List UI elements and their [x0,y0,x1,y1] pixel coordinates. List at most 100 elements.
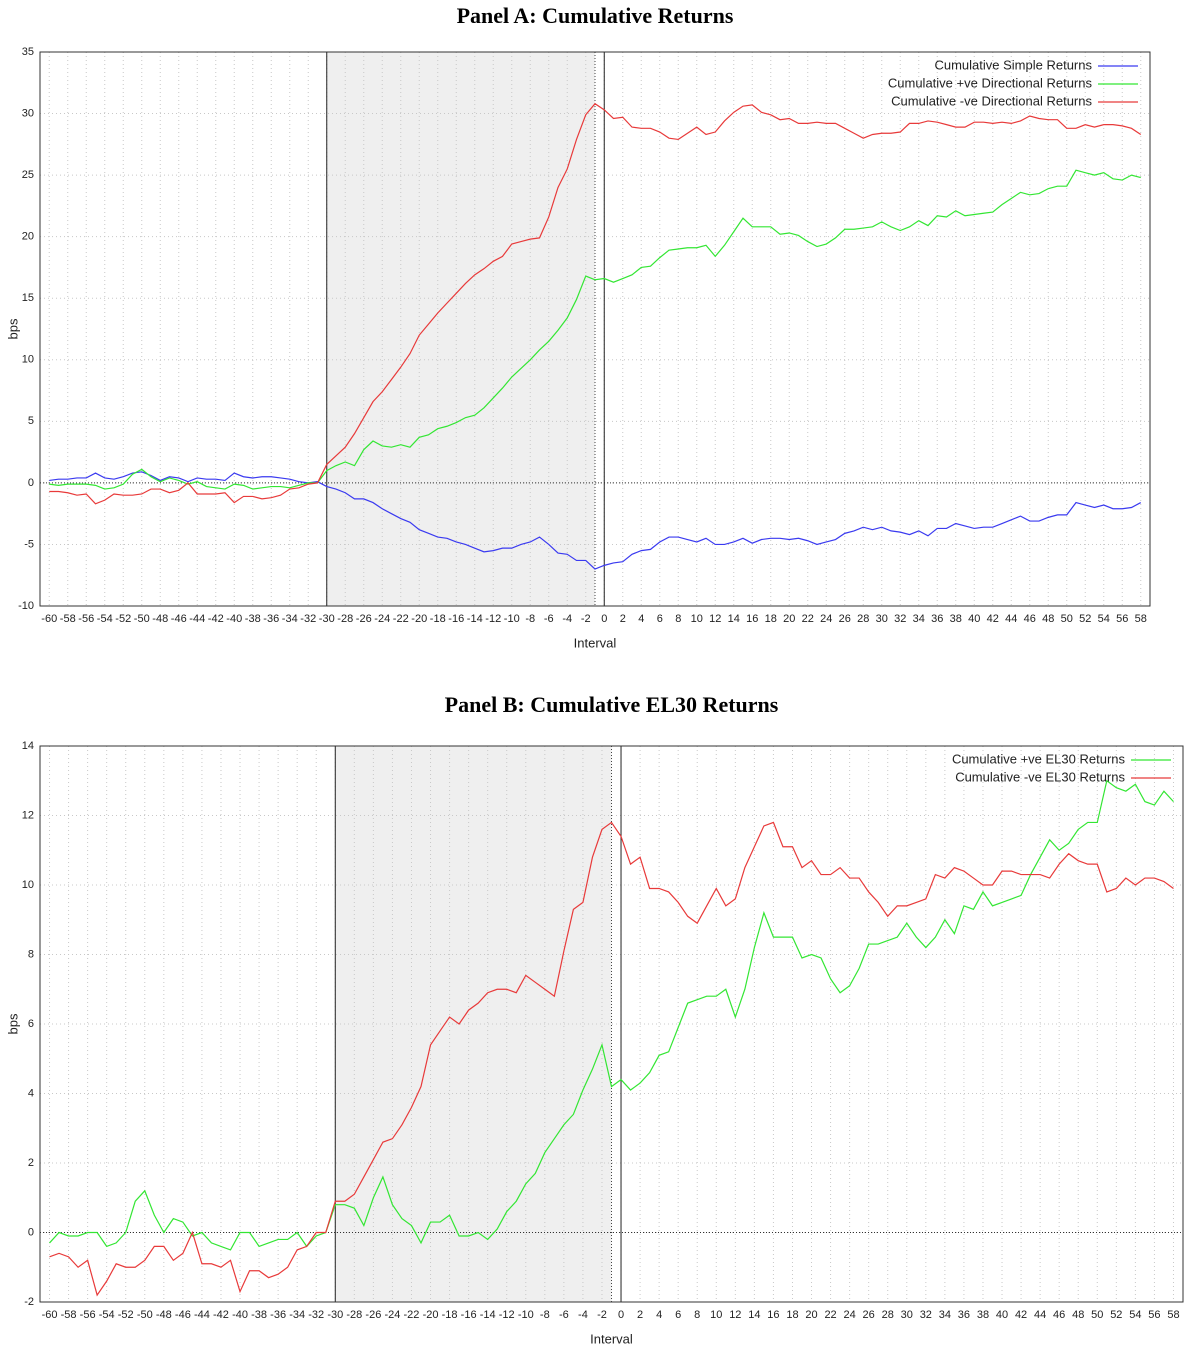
x-tick-label: 46 [1053,1309,1065,1321]
x-tick-label: -16 [448,613,464,625]
legend-label: Cumulative Simple Returns [934,57,1092,72]
x-tick-label: 0 [601,613,607,625]
x-tick-label: 42 [1015,1309,1027,1321]
x-tick-label: 10 [691,613,703,625]
x-tick-label: 26 [839,613,851,625]
x-tick-label: 52 [1079,613,1091,625]
x-tick-label: 40 [968,613,980,625]
x-axis-label: Interval [574,635,617,650]
x-tick-label: -20 [411,613,427,625]
x-tick-label: -28 [337,613,353,625]
x-tick-label: 2 [620,613,626,625]
legend-label: Cumulative +ve EL30 Returns [952,751,1126,766]
x-tick-label: 12 [729,1309,741,1321]
x-tick-label: 30 [901,1309,913,1321]
x-tick-label: -50 [134,613,150,625]
legend-label: Cumulative -ve Directional Returns [891,93,1092,108]
x-tick-label: 16 [767,1309,779,1321]
y-tick-label: 8 [28,948,34,960]
shaded-region [326,52,595,606]
x-tick-label: -54 [97,613,113,625]
series-line [49,169,1141,490]
x-axis-label: Interval [590,1331,633,1346]
x-tick-label: -32 [308,1309,324,1321]
x-tick-label: 50 [1091,1309,1103,1321]
x-tick-label: -12 [485,613,501,625]
x-tick-label: -56 [80,1309,96,1321]
x-tick-label: -60 [41,613,57,625]
x-tick-label: -44 [194,1309,210,1321]
x-tick-label: 36 [958,1309,970,1321]
x-tick-label: 16 [746,613,758,625]
x-tick-label: 18 [765,613,777,625]
x-tick-label: -40 [226,613,242,625]
y-tick-label: 10 [22,879,34,891]
x-tick-label: -60 [42,1309,58,1321]
x-tick-label: 52 [1110,1309,1122,1321]
x-tick-label: 20 [783,613,795,625]
plot-frame [39,51,1151,607]
x-tick-label: -34 [289,1309,305,1321]
x-tick-label: -4 [578,1309,588,1321]
x-tick-label: -24 [384,1309,400,1321]
x-tick-label: 58 [1167,1309,1179,1321]
y-tick-label: 2 [28,1157,34,1169]
series-line [49,779,1174,1251]
x-tick-label: 32 [920,1309,932,1321]
shaded-region [335,746,612,1302]
y-axis-label: bps [5,318,20,339]
x-tick-label: -6 [559,1309,569,1321]
x-tick-label: 2 [637,1309,643,1321]
x-tick-label: -20 [423,1309,439,1321]
y-tick-label: -5 [24,538,34,550]
x-tick-label: 24 [844,1309,856,1321]
x-tick-label: -12 [499,1309,515,1321]
x-tick-label: 0 [618,1309,624,1321]
x-tick-label: -8 [540,1309,550,1321]
x-tick-label: 56 [1148,1309,1160,1321]
x-tick-label: 30 [876,613,888,625]
x-tick-label: -6 [544,613,554,625]
x-tick-label: -18 [442,1309,458,1321]
x-tick-label: -2 [581,613,591,625]
x-tick-label: -36 [270,1309,286,1321]
x-tick-label: 32 [894,613,906,625]
plot-frame [39,745,1184,1303]
x-tick-label: -42 [208,613,224,625]
x-tick-label: 26 [863,1309,875,1321]
x-tick-label: -24 [374,613,390,625]
x-tick-label: -22 [404,1309,420,1321]
x-tick-label: 8 [675,613,681,625]
x-tick-label: 46 [1024,613,1036,625]
x-tick-label: 4 [656,1309,662,1321]
x-tick-label: -18 [430,613,446,625]
x-tick-label: -48 [152,613,168,625]
x-tick-label: -58 [60,613,76,625]
y-tick-label: 15 [22,292,34,304]
x-tick-label: 54 [1129,1309,1141,1321]
x-tick-label: 58 [1135,613,1147,625]
y-axis-label: bps [5,1013,20,1034]
x-tick-label: 28 [882,1309,894,1321]
chart-title: Panel B: Cumulative EL30 Returns [445,692,779,717]
x-tick-label: 6 [657,613,663,625]
x-tick-label: -52 [118,1309,134,1321]
x-tick-label: -10 [518,1309,534,1321]
y-tick-label: 0 [28,477,34,489]
x-tick-label: -32 [300,613,316,625]
y-tick-label: 0 [28,1226,34,1238]
x-tick-label: 14 [728,613,740,625]
y-tick-label: 10 [22,354,34,366]
y-tick-label: 5 [28,415,34,427]
x-tick-label: 44 [1005,613,1017,625]
x-tick-label: 22 [802,613,814,625]
x-tick-label: 18 [786,1309,798,1321]
x-tick-label: 50 [1061,613,1073,625]
x-tick-label: 36 [931,613,943,625]
y-tick-label: 14 [22,740,34,752]
x-tick-label: -34 [282,613,298,625]
y-tick-label: -2 [24,1296,34,1308]
x-tick-label: -14 [480,1309,496,1321]
x-tick-label: 42 [987,613,999,625]
x-tick-label: 44 [1034,1309,1046,1321]
